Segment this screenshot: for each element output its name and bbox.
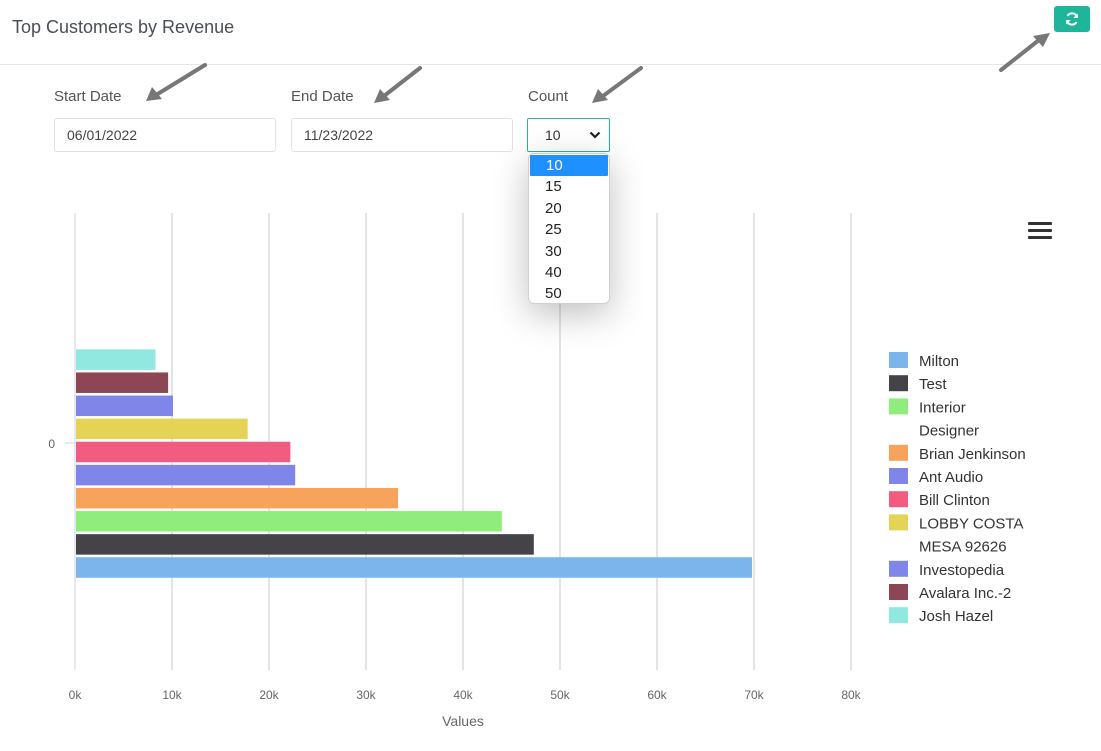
x-axis-title: Values <box>442 713 484 729</box>
legend-label: Bill Clinton <box>919 492 990 509</box>
count-option[interactable]: 50 <box>545 285 562 303</box>
legend-label: Avalara Inc.-2 <box>919 585 1011 602</box>
x-tick-label: 20k <box>259 688 279 702</box>
legend-swatch <box>889 375 908 392</box>
legend-swatch <box>889 444 908 461</box>
legend-label: Milton <box>919 353 959 370</box>
end-date-input[interactable]: 11/23/2022 <box>291 118 513 152</box>
legend-swatch <box>889 491 908 508</box>
count-label: Count <box>528 88 569 105</box>
chevron-down-icon <box>589 131 601 139</box>
count-select-value: 10 <box>545 127 561 143</box>
chart-menu-icon[interactable] <box>1028 222 1052 240</box>
x-tick-label: 40k <box>453 688 473 702</box>
count-select[interactable]: 10 <box>527 118 610 152</box>
legend-swatch <box>889 560 908 577</box>
legend-swatch <box>889 352 908 368</box>
count-dropdown: 10 15 20 25 30 40 50 <box>528 153 610 304</box>
start-date-input[interactable]: 06/01/2022 <box>54 118 276 152</box>
x-tick-label: 70k <box>744 688 764 702</box>
bar <box>76 511 502 532</box>
annotation-arrow-icon <box>999 33 1050 72</box>
count-option[interactable]: 20 <box>545 199 562 217</box>
bar <box>76 441 291 463</box>
bar <box>76 395 173 417</box>
refresh-icon <box>1066 12 1078 26</box>
legend-label: LOBBY COSTA MESA 92626 <box>919 515 1023 555</box>
count-option[interactable]: 10 <box>530 155 608 177</box>
x-tick-label: 80k <box>841 688 861 702</box>
bar <box>76 487 399 509</box>
legend-label: Josh Hazel <box>919 608 993 625</box>
annotation-arrow-icon <box>374 66 422 103</box>
legend-swatch <box>889 468 908 484</box>
header: Top Customers by Revenue <box>0 0 1101 65</box>
legend-swatch <box>889 514 908 531</box>
annotation-arrow-icon <box>592 66 643 103</box>
x-tick-label: 30k <box>356 688 376 702</box>
count-option[interactable]: 25 <box>545 221 562 239</box>
count-option[interactable]: 30 <box>545 242 562 260</box>
bar <box>76 534 534 555</box>
bar <box>76 557 753 578</box>
annotation-arrow-icon <box>146 63 207 101</box>
legend-label: Test <box>919 376 947 393</box>
legend-label: Investopedia <box>919 562 1005 579</box>
x-tick-label: 0k <box>69 688 83 702</box>
legend-label: Brian Jenkinson <box>919 446 1026 463</box>
start-date-label: Start Date <box>54 88 122 105</box>
legend-label: Ant Audio <box>919 469 983 486</box>
refresh-button[interactable] <box>1054 6 1090 32</box>
legend-swatch <box>889 398 908 415</box>
legend-label: Interior Designer <box>919 399 979 439</box>
count-option[interactable]: 40 <box>545 263 562 281</box>
x-tick-label: 50k <box>550 688 570 702</box>
legend-swatch <box>889 607 908 624</box>
y-tick-label: 0 <box>48 437 55 451</box>
x-tick-label: 60k <box>647 688 667 702</box>
bar <box>76 372 169 393</box>
bar-chart: 0k 10k 20k 30k 40k 50k 60k 70k 80k 0 Values Milton T… <box>48 213 1026 729</box>
end-date-label: End Date <box>291 88 354 105</box>
count-option[interactable]: 15 <box>545 178 562 196</box>
legend-swatch <box>889 584 908 600</box>
bar <box>76 464 296 486</box>
bar <box>76 418 248 440</box>
bar <box>76 349 156 370</box>
x-tick-label: 10k <box>162 688 182 702</box>
page-title: Top Customers by Revenue <box>12 17 235 37</box>
